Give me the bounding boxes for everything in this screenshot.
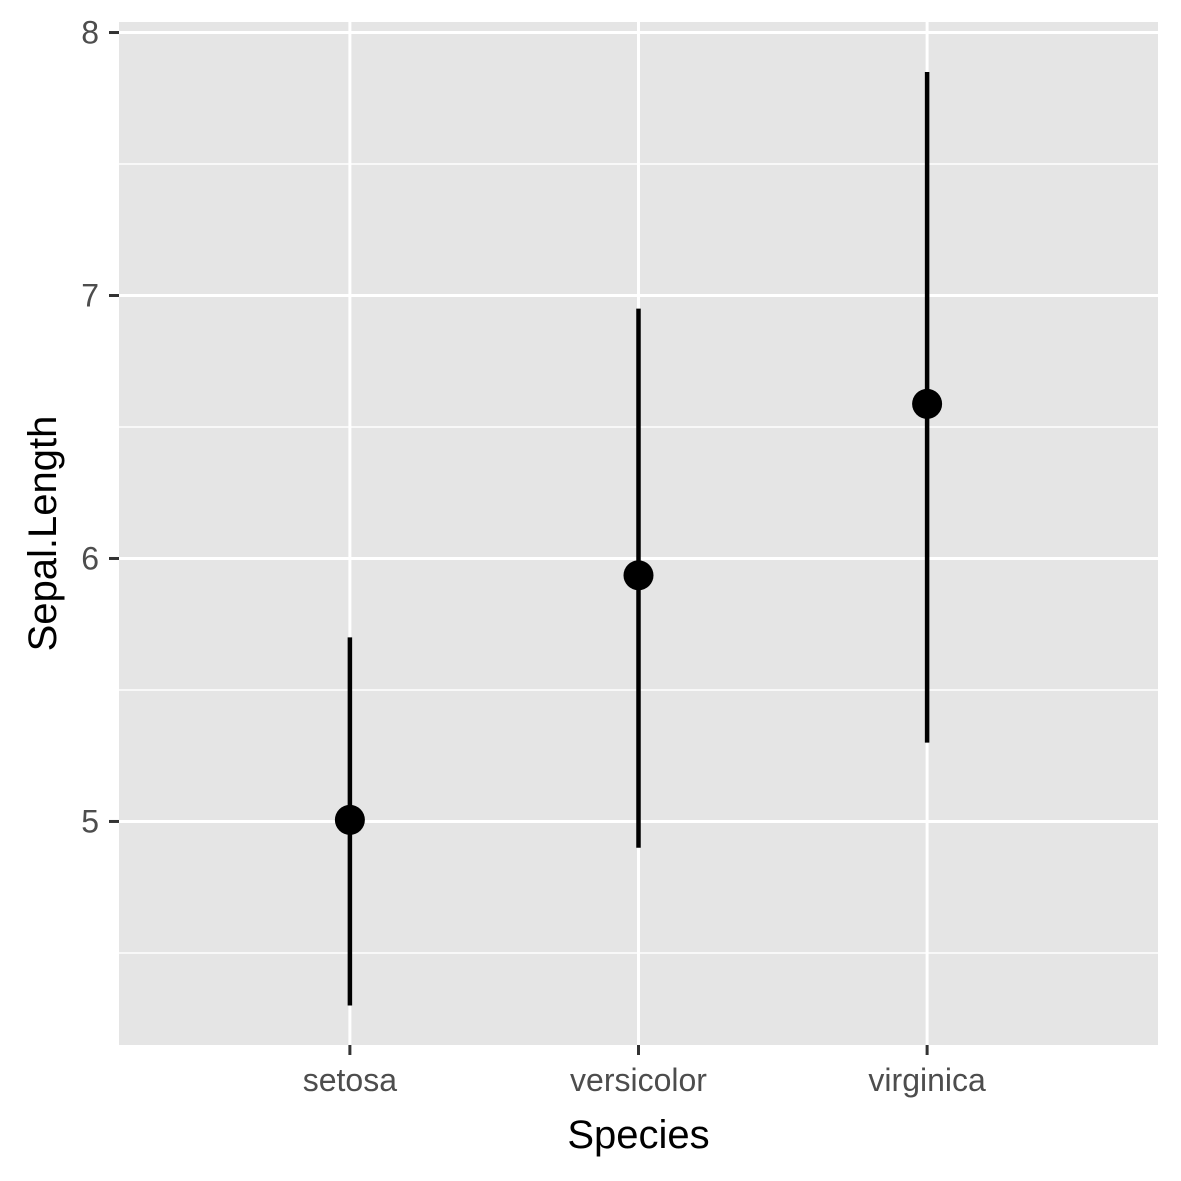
point-setosa — [334, 804, 365, 835]
y-axis-title: Sepal.Length — [21, 416, 65, 652]
data-marks — [334, 71, 943, 1006]
y-tick-label: 8 — [81, 15, 99, 51]
x-axis-title: Species — [567, 1113, 709, 1157]
point-virginica — [912, 388, 943, 419]
x-tick-label-versicolor: versicolor — [570, 1062, 707, 1098]
x-tick-label-virginica: virginica — [868, 1062, 986, 1098]
axes: 5 6 7 8 setosa versicolor virginica — [81, 15, 986, 1098]
x-tick-label-setosa: setosa — [303, 1062, 397, 1098]
y-tick-label: 6 — [81, 540, 99, 576]
y-tick-label: 5 — [81, 803, 99, 839]
y-tick-label: 7 — [81, 278, 99, 314]
point-versicolor — [623, 560, 654, 591]
